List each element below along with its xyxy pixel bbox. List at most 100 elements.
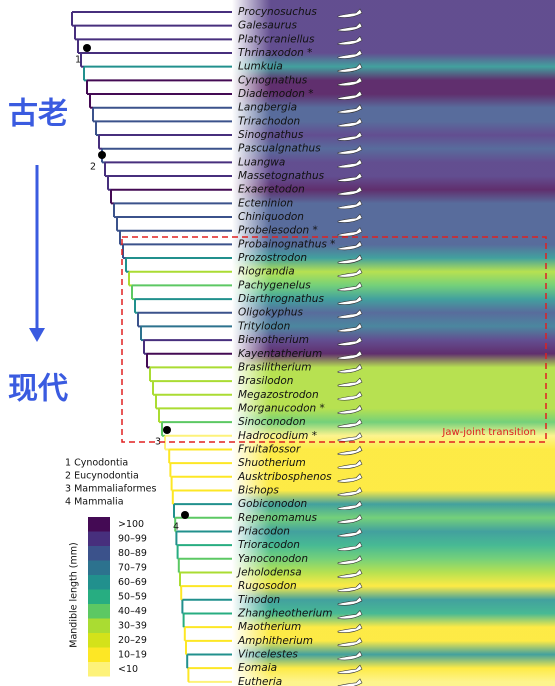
jaw-silhouette bbox=[337, 664, 363, 674]
taxon-name: Brasilodon bbox=[238, 375, 293, 387]
taxon-name: Diademodon * bbox=[238, 88, 314, 100]
scale-swatch bbox=[88, 633, 110, 648]
jaw-silhouette bbox=[337, 596, 363, 606]
taxon-name: Riograndia bbox=[238, 266, 295, 278]
jaw-silhouette bbox=[337, 404, 363, 415]
taxon-name: Sinognathus bbox=[238, 129, 304, 141]
jaw-silhouette bbox=[337, 555, 363, 565]
scale-axis-label: Mandible length (mm) bbox=[69, 542, 80, 647]
jaw-silhouette bbox=[337, 309, 363, 319]
node-dot bbox=[163, 426, 171, 434]
taxon-name: Trioracodon bbox=[238, 539, 300, 551]
taxon-name: Morganucodon * bbox=[238, 402, 325, 414]
jaw-silhouette bbox=[337, 145, 363, 155]
transition-box bbox=[121, 236, 547, 443]
jaw-silhouette bbox=[337, 281, 363, 292]
jaw-silhouette bbox=[337, 63, 363, 73]
taxon-name: Kayentatherium bbox=[238, 348, 322, 360]
taxon-name: Lumkuia bbox=[238, 61, 283, 73]
jaw-silhouette bbox=[337, 268, 363, 278]
jaw-silhouette bbox=[337, 514, 363, 524]
scale-swatch bbox=[88, 589, 110, 604]
node-legend: 4 Mammalia bbox=[65, 497, 124, 508]
taxon-name: Vincelestes bbox=[238, 648, 298, 660]
taxon-name: Maotherium bbox=[238, 621, 301, 633]
jaw-silhouette bbox=[337, 227, 363, 237]
taxon-name: Probelesodon * bbox=[238, 225, 318, 237]
jaw-silhouette bbox=[337, 49, 363, 59]
taxon-name: Repenomamus bbox=[238, 512, 318, 524]
scale-label: 20–29 bbox=[118, 635, 147, 646]
scale-swatch bbox=[88, 647, 110, 662]
taxon-name: Luangwa bbox=[238, 156, 285, 168]
jaw-silhouette bbox=[337, 76, 363, 87]
scale-label: 40–49 bbox=[118, 606, 147, 617]
taxon-name: Eomaia bbox=[238, 662, 277, 674]
taxon-name: Chiniquodon bbox=[238, 211, 304, 223]
jaw-silhouette bbox=[337, 486, 363, 497]
scale-swatch bbox=[88, 531, 110, 546]
jaw-silhouette bbox=[337, 363, 363, 374]
taxon-name: Amphitherium bbox=[237, 635, 313, 647]
scale-label: 60–69 bbox=[118, 577, 147, 588]
taxon-name: Oligokyphus bbox=[238, 307, 303, 319]
jaw-silhouette bbox=[337, 678, 363, 686]
node-label: 3 bbox=[155, 437, 161, 448]
taxon-name: Thrinaxodon * bbox=[238, 47, 312, 59]
taxon-name: Procynosuchus bbox=[238, 6, 317, 18]
node-dot bbox=[83, 44, 91, 52]
jaw-silhouette bbox=[337, 186, 363, 196]
taxon-name: Rugosodon bbox=[238, 580, 297, 592]
taxon-name: Fruitafossor bbox=[238, 443, 301, 455]
taxon-name: Bishops bbox=[238, 484, 279, 496]
taxon-name: Cynognathus bbox=[238, 74, 308, 86]
taxon-name: Gobiconodon bbox=[238, 498, 307, 510]
jaw-silhouette bbox=[337, 432, 363, 442]
jaw-silhouette bbox=[337, 650, 363, 661]
jaw-silhouette bbox=[337, 459, 363, 469]
scale-swatch bbox=[88, 546, 110, 561]
scale-swatch bbox=[88, 560, 110, 575]
scale-swatch bbox=[88, 662, 110, 677]
label-ancient: 古老 bbox=[8, 97, 68, 132]
jaw-silhouette bbox=[337, 527, 363, 538]
jaws bbox=[337, 8, 363, 686]
node-legend: 2 Eucynodontia bbox=[65, 471, 139, 482]
node-legend: 3 Mammaliaformes bbox=[65, 484, 157, 495]
taxon-name: Megazostrodon bbox=[238, 389, 319, 401]
jaw-silhouette bbox=[337, 295, 363, 305]
taxon-name: Prozostrodon bbox=[238, 252, 307, 264]
scale-label: >100 bbox=[118, 519, 144, 530]
jaw-silhouette bbox=[337, 377, 363, 387]
jaw-silhouette bbox=[337, 445, 363, 456]
jaw-silhouette bbox=[337, 418, 363, 428]
jaw-silhouette bbox=[337, 254, 363, 264]
label-modern: 现代 bbox=[8, 372, 68, 407]
jaw-silhouette bbox=[337, 90, 363, 100]
jaw-silhouette bbox=[337, 350, 363, 360]
jaw-silhouette bbox=[337, 22, 363, 32]
scale-label: 50–59 bbox=[118, 592, 147, 603]
taxon-name: Yanoconodon bbox=[238, 553, 308, 565]
taxon-name: Ausktribosphenos bbox=[237, 471, 332, 483]
taxon-name: Tinodon bbox=[238, 594, 280, 606]
scale-label: 30–39 bbox=[118, 621, 147, 632]
tree: 1 2 3 4 bbox=[71, 11, 232, 683]
jaw-silhouette bbox=[337, 131, 363, 141]
taxon-name: Probainognathus * bbox=[238, 238, 335, 250]
taxon-name: Exaeretodon bbox=[238, 184, 305, 196]
taxon-name: Jeholodensa bbox=[236, 566, 302, 578]
taxon-name: Shuotherium bbox=[238, 457, 306, 469]
jaw-silhouette bbox=[337, 172, 363, 182]
scale-label: 70–79 bbox=[118, 563, 147, 574]
taxon-name: Zhangheotherium bbox=[237, 607, 333, 619]
taxon-name: Sinoconodon bbox=[238, 416, 306, 428]
jaw-silhouette bbox=[337, 568, 363, 579]
transition-label: Jaw-joint transition bbox=[441, 427, 536, 438]
node-legend: 1 Cynodontia bbox=[65, 458, 128, 469]
jaw-silhouette bbox=[337, 158, 363, 169]
taxon-name: Eutheria bbox=[238, 676, 282, 686]
scale-swatch bbox=[88, 618, 110, 633]
